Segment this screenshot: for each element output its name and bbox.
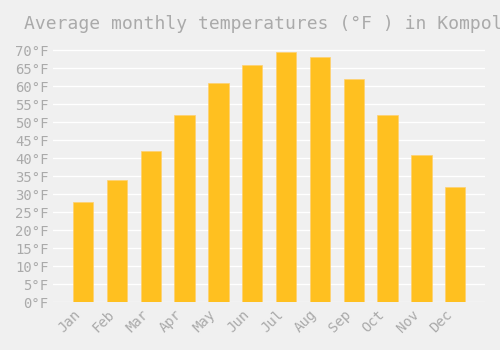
- Bar: [344, 79, 364, 302]
- Bar: [445, 187, 466, 302]
- Bar: [107, 180, 127, 302]
- Bar: [140, 151, 161, 302]
- Bar: [310, 57, 330, 302]
- Bar: [276, 52, 296, 302]
- Bar: [174, 115, 195, 302]
- Bar: [242, 64, 262, 302]
- Bar: [208, 83, 229, 302]
- Bar: [378, 115, 398, 302]
- Bar: [73, 202, 94, 302]
- Title: Average monthly temperatures (°F ) in Kompolt: Average monthly temperatures (°F ) in Ko…: [24, 15, 500, 33]
- Bar: [412, 155, 432, 302]
